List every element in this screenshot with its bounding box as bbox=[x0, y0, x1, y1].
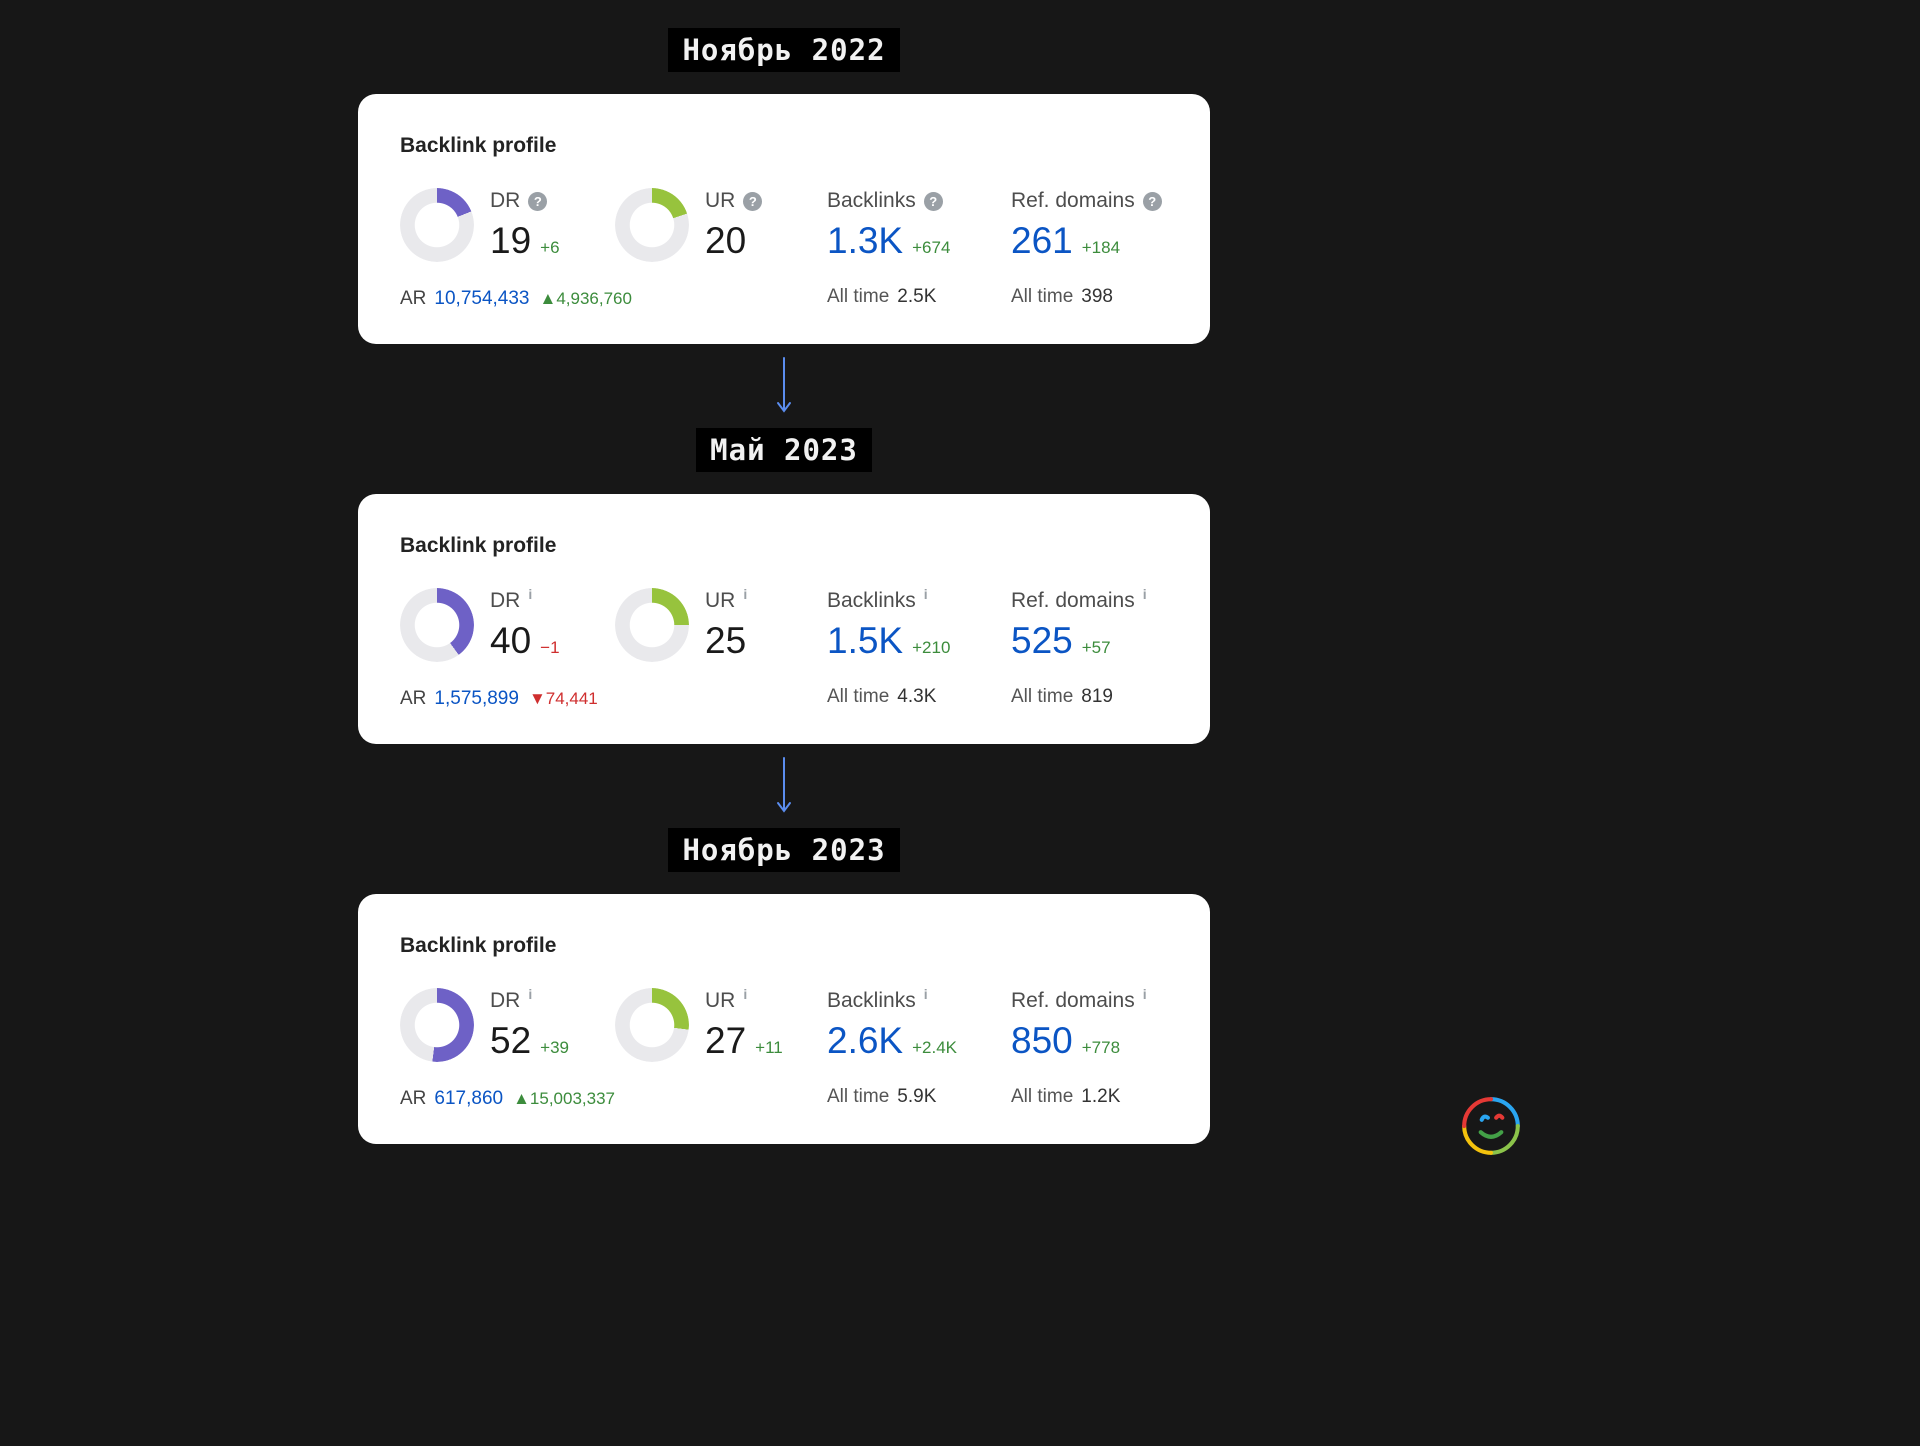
info-icon[interactable]: i bbox=[1142, 986, 1147, 1002]
ar-line: AR 617,860 ▲15,003,337 bbox=[400, 1088, 615, 1110]
help-icon[interactable]: ? bbox=[1142, 191, 1162, 211]
info-icon[interactable]: i bbox=[1142, 586, 1147, 602]
card-title: Backlink profile bbox=[400, 934, 557, 957]
dr-metric: DR i 40 −1 AR 1,575,899 ▼74,441 bbox=[400, 586, 615, 710]
help-icon[interactable]: ? bbox=[528, 191, 548, 211]
card-title: Backlink profile bbox=[400, 534, 557, 557]
ar-delta: ▼74,441 bbox=[528, 689, 598, 708]
ref-domains-alltime: All time 398 bbox=[1011, 286, 1113, 307]
ur-label: UR bbox=[705, 989, 736, 1012]
ur-value: 27 bbox=[705, 1020, 747, 1061]
metrics-row: DR ? 19 +6 AR 10,754,433 ▲4,936,760 bbox=[400, 188, 1170, 310]
backlinks-delta: +210 bbox=[912, 638, 951, 657]
card-title: Backlink profile bbox=[400, 134, 557, 157]
ref-domains-metric: Ref. domains i 850 +778 All time 1.2K bbox=[1011, 986, 1170, 1108]
ar-value-link[interactable]: 10,754,433 bbox=[434, 288, 530, 309]
ar-label: AR bbox=[400, 1088, 427, 1109]
backlinks-value-link[interactable]: 1.5K bbox=[827, 620, 904, 661]
ar-line: AR 1,575,899 ▼74,441 bbox=[400, 688, 615, 710]
dr-delta: +6 bbox=[540, 238, 560, 257]
ar-value-link[interactable]: 617,860 bbox=[434, 1088, 504, 1109]
ur-delta: +11 bbox=[755, 1038, 783, 1057]
help-icon[interactable]: ? bbox=[923, 191, 943, 211]
ref-domains-delta: +778 bbox=[1081, 1038, 1121, 1057]
ar-delta: ▲15,003,337 bbox=[513, 1089, 616, 1108]
ref-domains-value-link[interactable]: 850 bbox=[1011, 1020, 1073, 1061]
ref-domains-value-link[interactable]: 261 bbox=[1011, 220, 1073, 261]
backlinks-metric: Backlinks i 1.5K +210 All time 4.3K bbox=[827, 586, 1011, 708]
brand-logo bbox=[1462, 1097, 1520, 1155]
ur-value: 25 bbox=[705, 620, 747, 661]
ur-metric: UR i 27 +11 bbox=[615, 986, 827, 1062]
down-arrow-icon bbox=[777, 757, 791, 813]
ur-metric: UR i 25 bbox=[615, 586, 827, 662]
ref-domains-metric: Ref. domains ? 261 +184 All time 398 bbox=[1011, 188, 1170, 308]
ur-donut-chart bbox=[615, 988, 689, 1062]
period-label-nov-2022: Ноябрь 2022 bbox=[668, 28, 900, 72]
dr-label: DR bbox=[490, 989, 521, 1012]
ref-domains-value-link[interactable]: 525 bbox=[1011, 620, 1073, 661]
dr-delta: +39 bbox=[540, 1038, 569, 1057]
ref-domains-alltime: All time 1.2K bbox=[1011, 1086, 1121, 1107]
ar-label: AR bbox=[400, 688, 427, 709]
dr-label: DR bbox=[490, 189, 521, 212]
ref-domains-metric: Ref. domains i 525 +57 All time 819 bbox=[1011, 586, 1170, 708]
backlink-profile-card-1: Backlink profile DR ? 19 +6 bbox=[358, 94, 1210, 344]
ur-value: 20 bbox=[705, 220, 747, 261]
dr-value: 19 bbox=[490, 220, 532, 261]
backlinks-label: Backlinks bbox=[827, 189, 916, 212]
metrics-row: DR i 52 +39 AR 617,860 ▲15,003,337 bbox=[400, 986, 1170, 1110]
down-arrow-icon bbox=[777, 357, 791, 413]
dr-delta: −1 bbox=[540, 638, 560, 657]
info-icon[interactable]: i bbox=[923, 986, 928, 1002]
backlinks-label: Backlinks bbox=[827, 589, 916, 612]
backlinks-value-link[interactable]: 2.6K bbox=[827, 1020, 904, 1061]
metrics-row: DR i 40 −1 AR 1,575,899 ▼74,441 bbox=[400, 586, 1170, 710]
dr-metric: DR i 52 +39 AR 617,860 ▲15,003,337 bbox=[400, 986, 615, 1110]
ur-donut-chart bbox=[615, 188, 689, 262]
backlinks-alltime: All time 4.3K bbox=[827, 686, 937, 707]
ur-label: UR bbox=[705, 189, 736, 212]
dr-donut-chart bbox=[400, 188, 474, 262]
dr-donut-chart bbox=[400, 988, 474, 1062]
backlinks-delta: +674 bbox=[912, 238, 951, 257]
backlink-profile-card-2: Backlink profile DR i 40 −1 bbox=[358, 494, 1210, 744]
info-icon[interactable]: i bbox=[528, 986, 533, 1002]
backlink-profile-card-3: Backlink profile DR i 52 +39 bbox=[358, 894, 1210, 1144]
dr-value: 52 bbox=[490, 1020, 532, 1061]
help-icon[interactable]: ? bbox=[743, 191, 763, 211]
ar-value-link[interactable]: 1,575,899 bbox=[434, 688, 519, 709]
ref-domains-delta: +184 bbox=[1081, 238, 1121, 257]
backlinks-metric: Backlinks ? 1.3K +674 All time 2.5K bbox=[827, 188, 1011, 308]
backlinks-label: Backlinks bbox=[827, 989, 916, 1012]
ar-delta: ▲4,936,760 bbox=[539, 289, 632, 308]
ref-domains-alltime: All time 819 bbox=[1011, 686, 1113, 707]
ur-label: UR bbox=[705, 589, 736, 612]
ur-metric: UR ? 20 bbox=[615, 188, 827, 262]
dr-label: DR bbox=[490, 589, 521, 612]
info-icon[interactable]: i bbox=[923, 586, 928, 602]
ar-label: AR bbox=[400, 288, 427, 309]
ref-domains-label: Ref. domains bbox=[1011, 589, 1135, 612]
dr-value: 40 bbox=[490, 620, 532, 661]
backlinks-alltime: All time 5.9K bbox=[827, 1086, 937, 1107]
info-icon[interactable]: i bbox=[743, 586, 748, 602]
backlinks-delta: +2.4K bbox=[912, 1038, 958, 1057]
ur-donut-chart bbox=[615, 588, 689, 662]
ref-domains-delta: +57 bbox=[1081, 638, 1111, 657]
backlinks-alltime: All time 2.5K bbox=[827, 286, 937, 307]
ref-domains-label: Ref. domains bbox=[1011, 989, 1135, 1012]
ar-line: AR 10,754,433 ▲4,936,760 bbox=[400, 288, 632, 310]
dr-metric: DR ? 19 +6 AR 10,754,433 ▲4,936,760 bbox=[400, 188, 632, 310]
timeline-column: Ноябрь 2022 Backlink profile DR ? 19 +6 bbox=[358, 0, 1210, 1144]
period-label-nov-2023: Ноябрь 2023 bbox=[668, 828, 900, 872]
info-icon[interactable]: i bbox=[528, 586, 533, 602]
backlinks-value-link[interactable]: 1.3K bbox=[827, 220, 904, 261]
backlinks-metric: Backlinks i 2.6K +2.4K All time 5.9K bbox=[827, 986, 1011, 1108]
info-icon[interactable]: i bbox=[743, 986, 748, 1002]
dr-donut-chart bbox=[400, 588, 474, 662]
period-label-may-2023: Май 2023 bbox=[696, 428, 872, 472]
ref-domains-label: Ref. domains bbox=[1011, 189, 1135, 212]
